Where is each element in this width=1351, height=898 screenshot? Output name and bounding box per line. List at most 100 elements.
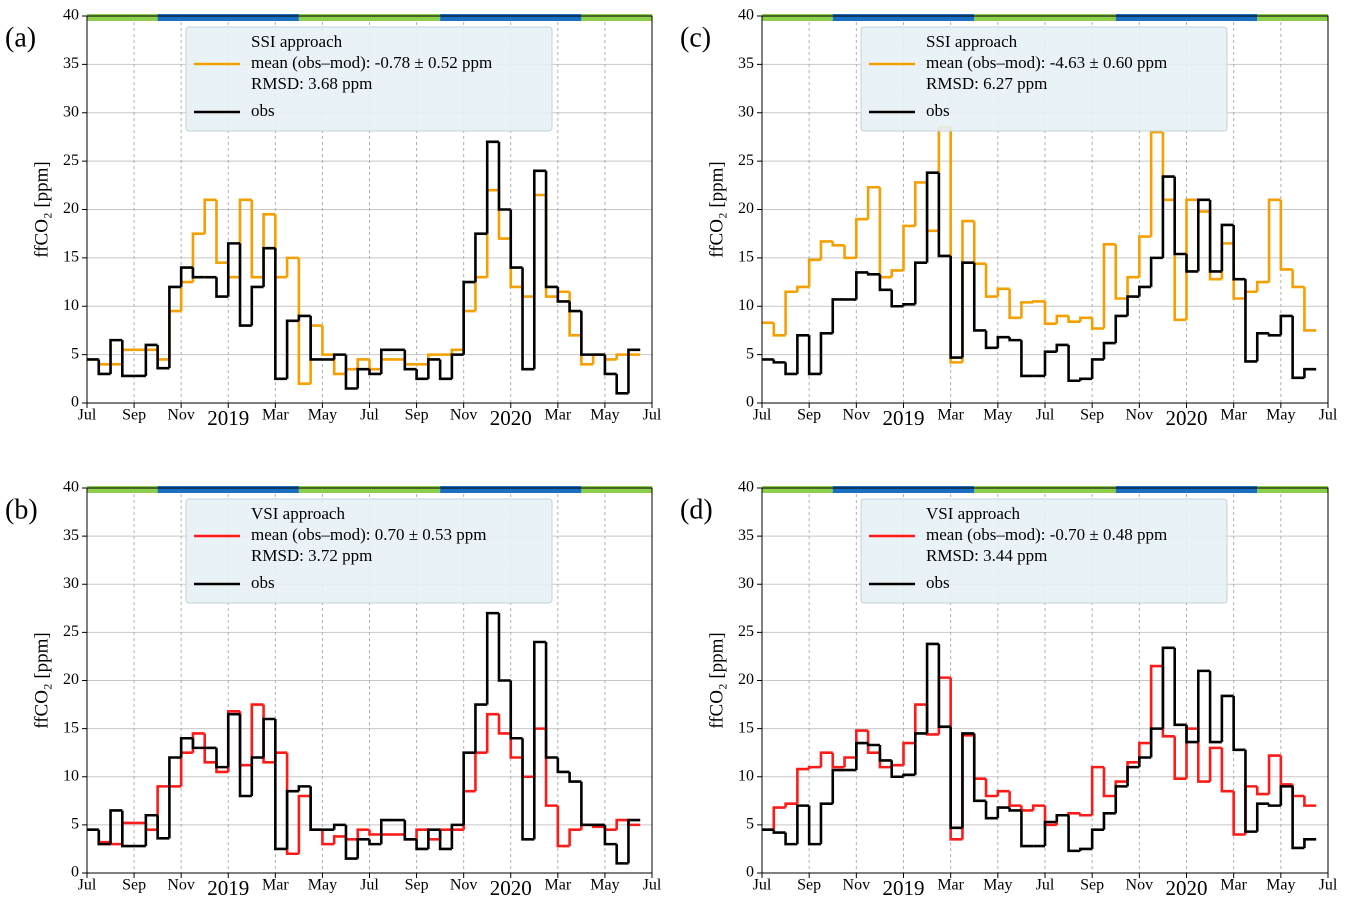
step-segment: [784, 290, 798, 336]
step-segment: [521, 757, 535, 779]
season-bar: [974, 14, 1116, 21]
step-segment: [961, 261, 975, 358]
season-bar: [974, 486, 1116, 493]
step-segment: [890, 763, 904, 768]
step-segment: [1232, 695, 1246, 752]
step-segment: [890, 760, 904, 779]
step-segment: [109, 338, 123, 374]
step-segment: [1161, 646, 1175, 729]
step-segment: [1138, 235, 1152, 278]
step-segment: [580, 335, 594, 366]
step-segment: [332, 835, 346, 845]
step-segment: [1173, 647, 1187, 727]
x-tick-label: May: [308, 877, 337, 894]
step-segment: [415, 839, 429, 851]
step-segment: [1161, 666, 1175, 738]
step-segment: [438, 828, 452, 840]
step-segment: [603, 354, 617, 376]
step-segment: [556, 805, 570, 848]
y-tick-label: 10: [738, 297, 754, 314]
step-segment: [1020, 810, 1034, 848]
step-segment: [356, 838, 370, 859]
step-segment: [415, 828, 429, 840]
step-segment: [462, 789, 476, 830]
step-segment: [866, 185, 880, 220]
step-segment: [937, 643, 951, 728]
x-tick-label: 2020: [490, 406, 532, 430]
step-segment: [556, 757, 570, 774]
y-tick-label: 15: [738, 249, 754, 266]
step-segment: [961, 732, 975, 828]
step-segment: [925, 704, 939, 736]
step-segment: [591, 353, 605, 365]
x-tick-label: Jul: [753, 877, 772, 894]
legend-note: RMSD: 3.44 ppm: [926, 546, 1047, 565]
step-segment: [1255, 786, 1270, 796]
step-segment: [984, 330, 998, 350]
step-segment: [831, 752, 845, 769]
x-tick-label: Sep: [797, 877, 821, 894]
step-segment: [179, 736, 193, 758]
step-segment: [332, 354, 346, 376]
season-bar: [762, 486, 833, 493]
step-segment: [925, 642, 939, 734]
step-segment: [238, 711, 252, 767]
x-tick-label: 2020: [490, 876, 532, 898]
plot-frame: [761, 487, 1329, 874]
step-segment: [344, 354, 358, 390]
plot-frame: [761, 15, 1329, 404]
season-bar: [440, 14, 582, 21]
step-segment: [913, 261, 928, 305]
step-segment: [1138, 756, 1152, 768]
step-segment: [215, 277, 229, 298]
step-segment: [1126, 275, 1140, 299]
step-segment: [949, 255, 963, 359]
plot-frame: [86, 487, 653, 874]
step-segment: [1279, 314, 1293, 336]
y-tick-label: 5: [746, 816, 754, 833]
step-segment: [796, 333, 810, 374]
step-segment: [121, 810, 135, 848]
x-tick-label: May: [590, 407, 619, 424]
x-tick-label: Jul: [1319, 407, 1338, 424]
step-segment: [203, 733, 217, 764]
step-segment: [427, 828, 441, 849]
season-bar: [298, 486, 441, 493]
step-segment: [972, 262, 987, 332]
step-segment: [368, 839, 382, 846]
season-bar: [87, 486, 158, 493]
step-segment: [474, 232, 488, 283]
y-tick-label: 10: [63, 767, 79, 784]
y-tick-label: 30: [63, 575, 79, 592]
step-segment: [1020, 805, 1034, 812]
step-segment: [603, 354, 617, 361]
step-segment: [544, 728, 558, 807]
x-tick-label: Jul: [753, 407, 772, 424]
step-segment: [1090, 358, 1104, 379]
step-segment: [250, 285, 264, 326]
step-segment: [831, 298, 845, 334]
x-tick-label: Nov: [1126, 877, 1154, 894]
step-segment: [1008, 288, 1022, 320]
step-segment: [819, 751, 833, 768]
step-segment: [1232, 791, 1246, 836]
step-segment: [474, 751, 488, 792]
step-segment: [521, 267, 535, 371]
legend-note: RMSD: 6.27 ppm: [926, 74, 1047, 93]
season-bar: [1257, 14, 1328, 21]
step-segment: [984, 263, 998, 298]
legend-box: [185, 26, 553, 132]
y-tick-label: 0: [746, 864, 754, 881]
season-bar: [581, 14, 652, 21]
step-segment: [226, 242, 241, 297]
step-segment: [368, 369, 382, 376]
step-segment: [615, 353, 629, 360]
step-segment: [179, 751, 193, 787]
legend-entry: obs: [251, 101, 275, 120]
step-segment: [984, 778, 998, 798]
step-segment: [615, 818, 629, 830]
step-segment: [1020, 340, 1034, 378]
legend-entry: obs: [251, 573, 275, 592]
step-segment: [191, 232, 205, 283]
